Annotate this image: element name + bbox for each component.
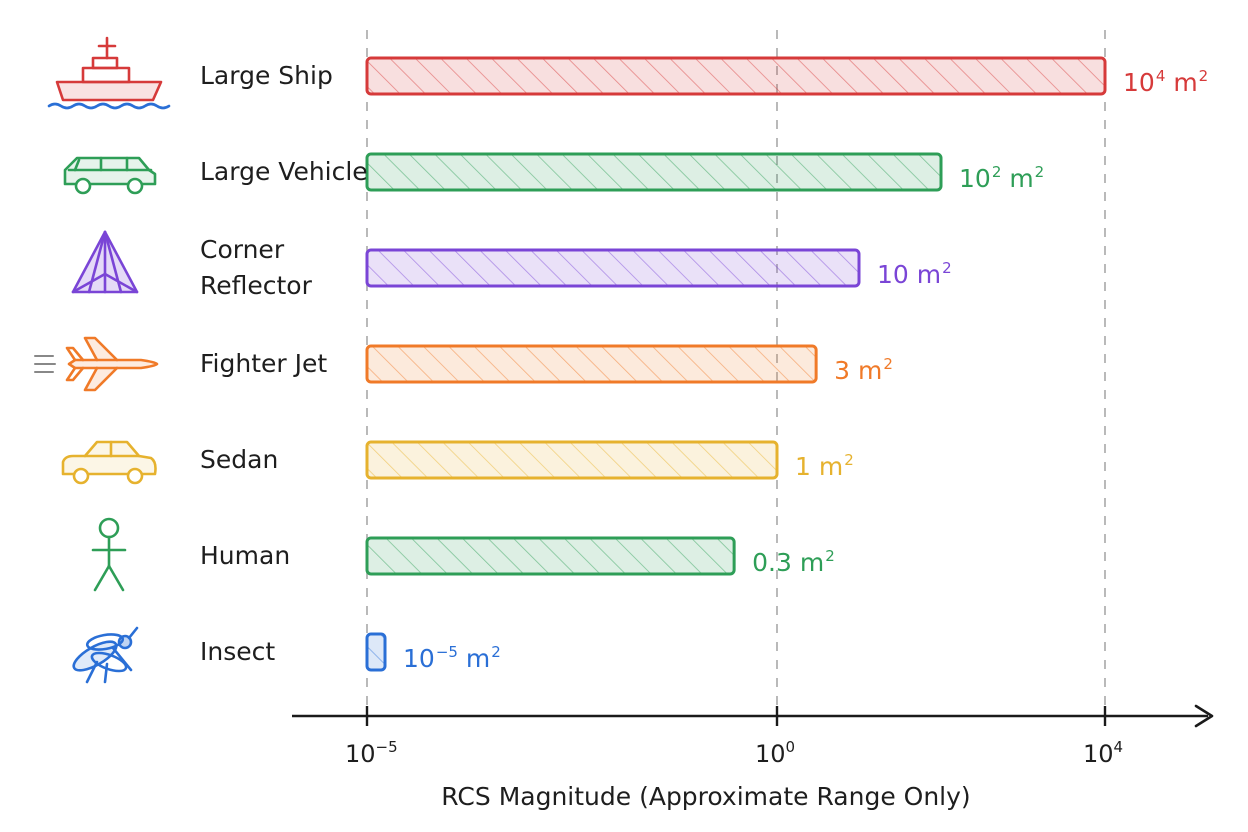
category-label: Insect	[200, 637, 276, 666]
x-tick-label: 100	[755, 738, 795, 768]
category-label: Fighter Jet	[200, 349, 328, 378]
value-unit: m	[799, 548, 825, 577]
value-base: 10	[959, 164, 991, 193]
category-label: Corner Reflector	[200, 235, 312, 300]
value-unit-exponent: 2	[844, 451, 854, 469]
value-base: 10	[877, 260, 909, 289]
value-label: 10−5 m2	[403, 637, 501, 674]
value-base: 0.3	[752, 548, 792, 577]
sedan-icon	[61, 440, 157, 485]
tick-exponent: 0	[785, 738, 796, 756]
value-label: 3 m2	[834, 349, 893, 386]
value-unit: m	[818, 452, 844, 481]
value-base: 3	[834, 356, 851, 385]
tick-exponent: −5	[375, 738, 398, 756]
category-label: Large Vehicle	[200, 157, 368, 186]
tick-base: 10	[345, 740, 376, 768]
value-base: 10	[1123, 68, 1155, 97]
x-axis-arrow	[1194, 704, 1214, 728]
category-label: Large Ship	[200, 61, 333, 90]
value-unit: m	[1173, 68, 1198, 97]
value-unit-exponent: 2	[1198, 67, 1209, 85]
bar-human	[365, 536, 736, 576]
fighter-jet-icon	[34, 336, 159, 392]
value-label: 102 m2	[959, 157, 1044, 194]
bar-corner-reflector	[365, 248, 861, 288]
human-icon	[91, 517, 127, 592]
bar-fighter-jet	[365, 344, 818, 384]
value-unit-exponent: 2	[1034, 163, 1045, 181]
value-unit-exponent: 2	[883, 355, 893, 373]
bar-large-vehicle	[365, 152, 943, 192]
x-axis	[292, 704, 1214, 728]
bar-insect	[365, 632, 387, 672]
corner-reflector-icon	[71, 230, 139, 294]
value-unit-exponent: 2	[491, 643, 501, 661]
value-unit-exponent: 2	[942, 259, 952, 277]
value-unit: m	[465, 644, 491, 673]
ship-icon	[47, 36, 171, 110]
category-label: Human	[200, 541, 291, 570]
x-tick-label: 104	[1083, 738, 1123, 768]
value-base: 1	[795, 452, 811, 481]
value-unit: m	[857, 356, 883, 385]
value-label: 0.3 m2	[752, 541, 835, 578]
icons	[34, 36, 171, 684]
value-label: 10 m2	[877, 253, 952, 290]
bars	[365, 56, 1107, 672]
vehicle-icon	[63, 156, 157, 195]
tick-base: 10	[755, 740, 786, 768]
x-axis-title: RCS Magnitude (Approximate Range Only)	[441, 782, 971, 811]
value-exponent: 2	[991, 163, 1002, 181]
tick-exponent: 4	[1113, 738, 1124, 756]
value-exponent: 4	[1155, 67, 1166, 85]
value-unit: m	[1009, 164, 1034, 193]
bar-sedan	[365, 440, 779, 480]
value-label: 1 m2	[795, 445, 854, 482]
bar-large-ship	[365, 56, 1107, 96]
value-unit: m	[916, 260, 942, 289]
x-tick-label: 10−5	[345, 738, 398, 768]
value-base: 10	[403, 644, 435, 673]
category-label: Sedan	[200, 445, 279, 474]
value-exponent: −5	[435, 643, 458, 661]
tick-base: 10	[1083, 740, 1114, 768]
value-unit-exponent: 2	[825, 547, 835, 565]
insect-icon	[72, 626, 139, 684]
value-label: 104 m2	[1123, 61, 1208, 98]
